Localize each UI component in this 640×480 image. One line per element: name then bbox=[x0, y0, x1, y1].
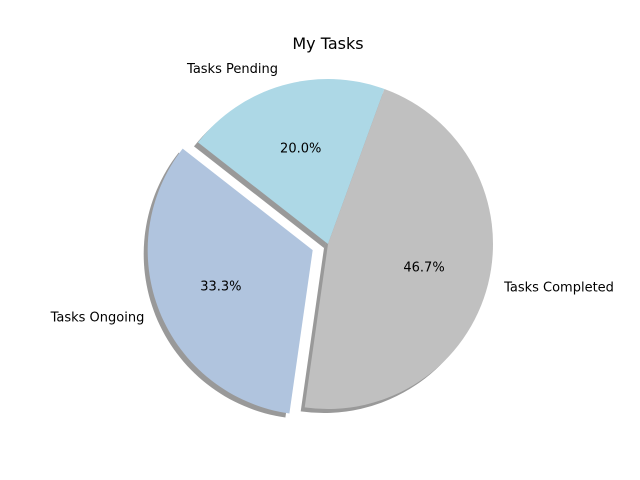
slice-label-tasks-ongoing: Tasks Ongoing bbox=[50, 310, 145, 325]
slice-percent-tasks-completed: 46.7% bbox=[403, 261, 444, 276]
slice-tasks-pending bbox=[197, 79, 385, 244]
slice-label-tasks-pending: Tasks Pending bbox=[186, 62, 278, 77]
chart-title: My Tasks bbox=[292, 34, 363, 53]
slice-tasks-completed bbox=[304, 88, 493, 409]
slice-labels: Tasks Pending 20.0% Tasks Ongoing 33.3% Task… bbox=[50, 62, 614, 325]
slice-percent-tasks-ongoing: 33.3% bbox=[200, 280, 241, 295]
slice-tasks-ongoing bbox=[147, 148, 313, 414]
slice-percent-tasks-pending: 20.0% bbox=[280, 141, 321, 156]
slices bbox=[147, 79, 493, 414]
slice-label-tasks-completed: Tasks Completed bbox=[503, 281, 614, 296]
